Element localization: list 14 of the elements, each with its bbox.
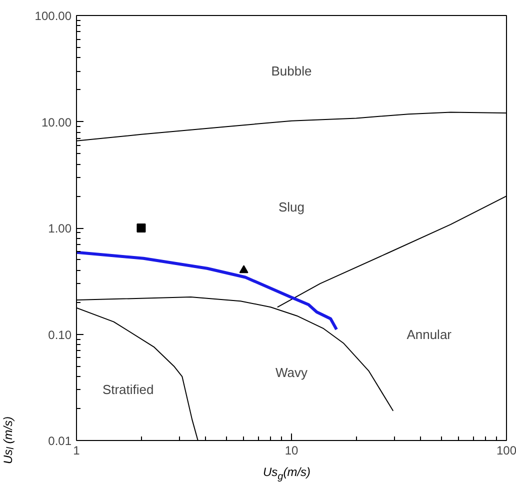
annotation: Annular: [406, 326, 452, 342]
x-tick-label: 1: [73, 444, 80, 458]
x-tick-label: 10: [284, 444, 298, 458]
annotation: Slug: [278, 199, 305, 214]
annotation: Wavy: [275, 365, 308, 380]
y-tick-label: 0.10: [48, 328, 72, 342]
y-tick-label: 10.00: [41, 115, 72, 130]
x-tick-label: 100: [496, 444, 516, 458]
y-tick-label: 100.00: [34, 9, 72, 23]
y-tick-label: 1.00: [48, 222, 72, 236]
x-axis-title: Us$_{g}$(m/s): [263, 464, 311, 484]
annotation: Stratified: [102, 382, 154, 397]
y-tick-label: 0.01: [48, 434, 72, 448]
annotation: Bubble: [271, 63, 312, 78]
